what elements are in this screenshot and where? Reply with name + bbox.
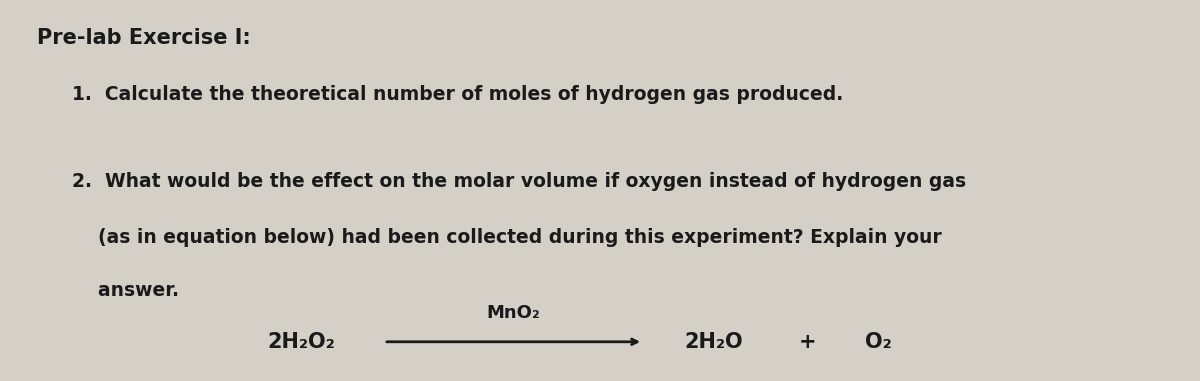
- Text: O₂: O₂: [865, 332, 892, 352]
- Text: MnO₂: MnO₂: [487, 304, 540, 322]
- Text: (as in equation below) had been collected during this experiment? Explain your: (as in equation below) had been collecte…: [72, 228, 942, 247]
- Text: answer.: answer.: [72, 281, 179, 300]
- Text: Pre-lab Exercise I:: Pre-lab Exercise I:: [37, 28, 251, 48]
- Text: 2.  What would be the effect on the molar volume if oxygen instead of hydrogen g: 2. What would be the effect on the molar…: [72, 171, 966, 190]
- Text: 1.  Calculate the theoretical number of moles of hydrogen gas produced.: 1. Calculate the theoretical number of m…: [72, 85, 844, 104]
- Text: 2H₂O₂: 2H₂O₂: [268, 332, 336, 352]
- Text: +: +: [799, 332, 817, 352]
- Text: 2H₂O: 2H₂O: [684, 332, 743, 352]
